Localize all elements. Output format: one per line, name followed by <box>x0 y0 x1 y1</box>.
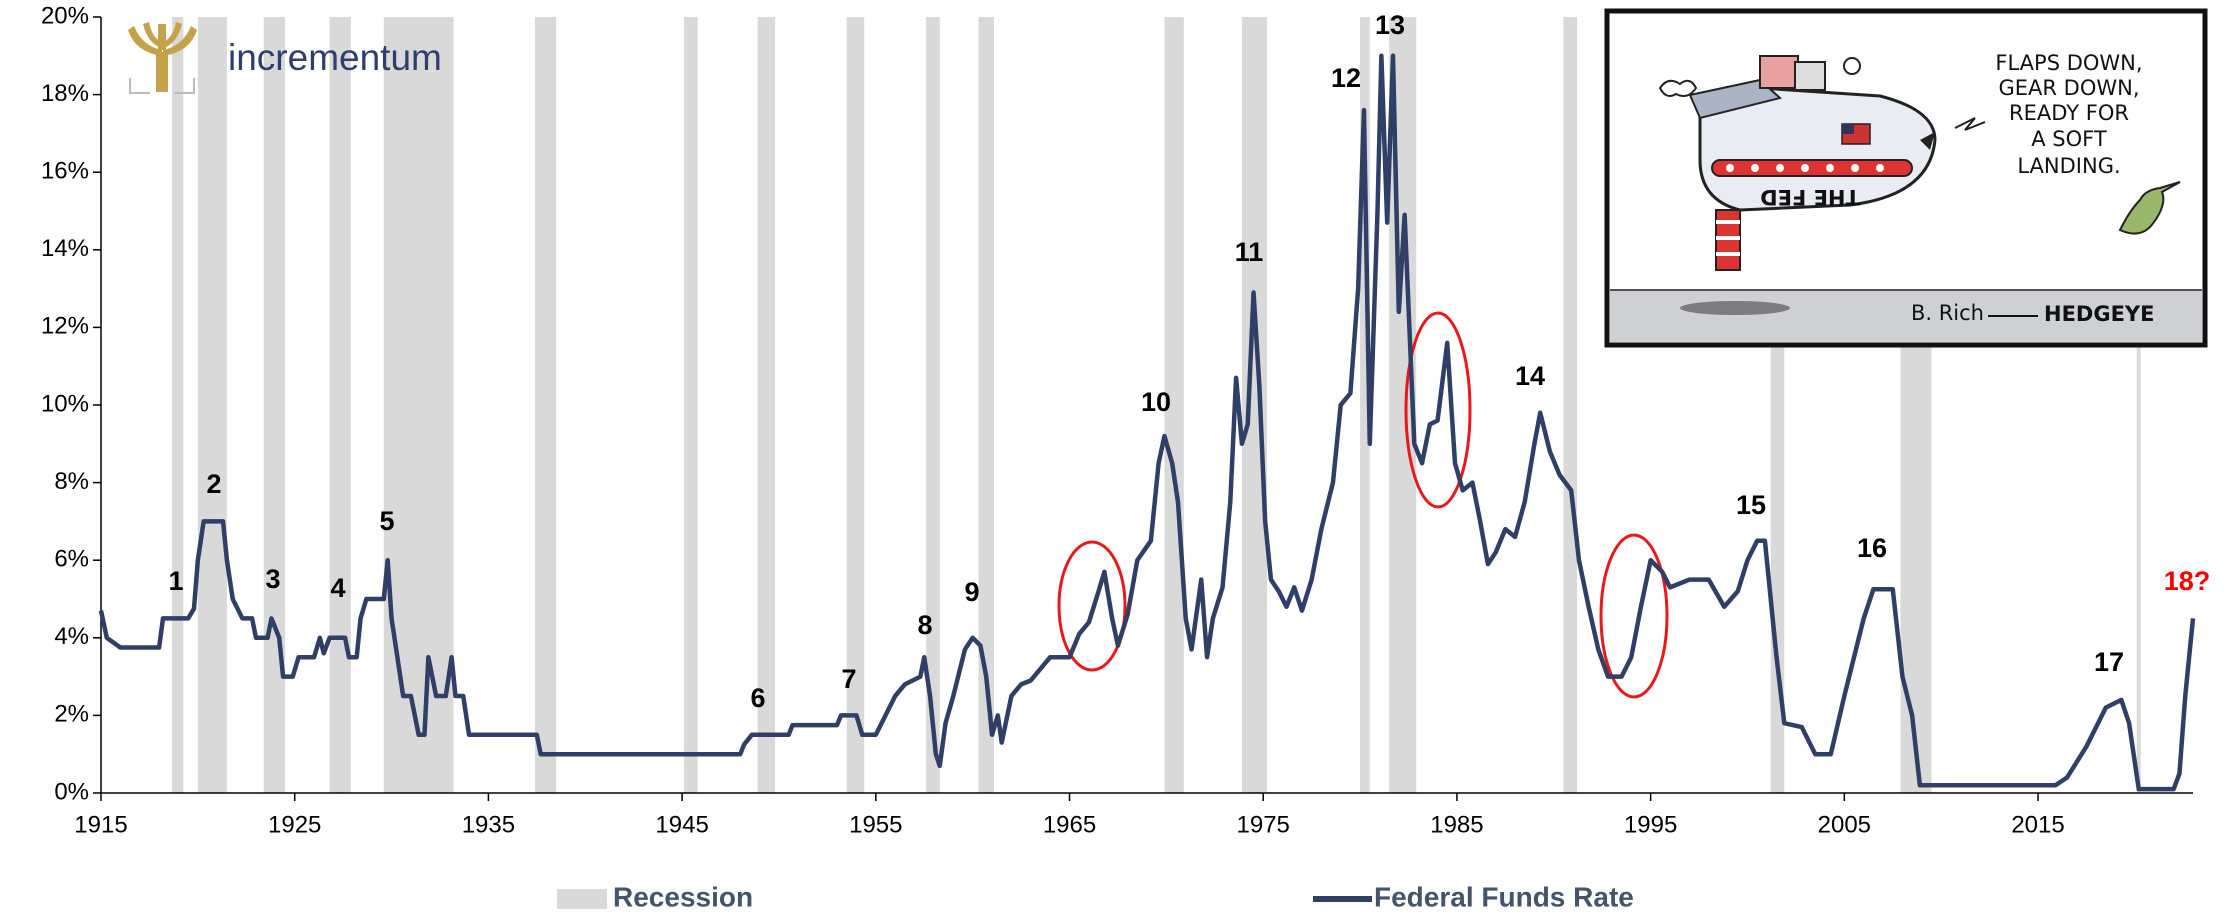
x-tick-label: 1995 <box>1624 811 1677 838</box>
highlight-ellipse <box>1057 540 1127 672</box>
highlight-ellipses <box>1057 311 1669 699</box>
recession-band <box>172 17 184 793</box>
cartoon-speech: LANDING. <box>2017 154 2120 178</box>
recession-band <box>978 17 994 793</box>
recession-band <box>684 17 698 793</box>
annotation: 8 <box>917 610 932 640</box>
recession-band <box>926 17 940 793</box>
logo: incrementum <box>128 22 442 94</box>
cartoon-speech: GEAR DOWN, <box>1998 76 2139 100</box>
cartoon-speech: A SOFT <box>2031 127 2107 151</box>
annotation: 1 <box>168 566 183 596</box>
cartoon-speech: READY FOR <box>2009 101 2129 125</box>
y-tick-label: 8% <box>54 468 89 495</box>
recession-band <box>329 17 351 793</box>
plane <box>1658 55 1986 271</box>
annotation: 9 <box>964 577 979 607</box>
annotation: 14 <box>1515 361 1545 391</box>
x-tick-label: 1915 <box>74 811 127 838</box>
recession-band <box>1360 17 1370 793</box>
legend-swatch <box>557 889 607 909</box>
y-tick-label: 4% <box>54 623 89 650</box>
annotation: 5 <box>379 506 394 536</box>
x-tick-label: 1925 <box>268 811 321 838</box>
annotation: 16 <box>1857 533 1887 563</box>
annotation: 7 <box>841 664 856 694</box>
bird <box>2118 181 2181 235</box>
recession-band <box>383 17 454 793</box>
y-tick-label: 10% <box>41 390 89 417</box>
logo-text: incrementum <box>228 37 442 78</box>
recession-band <box>263 17 286 793</box>
x-tick-label: 1975 <box>1237 811 1290 838</box>
recession-band <box>197 17 227 793</box>
annotation: 3 <box>265 564 280 594</box>
y-tick-label: 20% <box>41 2 89 29</box>
recession-band <box>846 17 865 793</box>
logo-icon <box>128 22 197 92</box>
x-tick-label: 1985 <box>1430 811 1483 838</box>
recession-band <box>534 17 557 793</box>
annotation: 2 <box>206 469 221 499</box>
annotation: 13 <box>1375 10 1405 40</box>
x-tick-label: 1955 <box>849 811 902 838</box>
recession-band <box>757 17 776 793</box>
x-tick-label: 2005 <box>1818 811 1871 838</box>
annotation: 4 <box>330 573 345 603</box>
recession-layer <box>172 17 2141 793</box>
annotation: 12 <box>1331 63 1361 93</box>
x-tick-label: 1965 <box>1043 811 1096 838</box>
x-tick-label: 2015 <box>2011 811 2064 838</box>
recession-band <box>2136 17 2141 793</box>
x-tick-label: 1935 <box>462 811 515 838</box>
y-tick-label: 16% <box>41 158 89 185</box>
cartoon-signature: B. Rich <box>1911 301 1984 325</box>
recession-band <box>1164 17 1184 793</box>
x-tick-label: 1945 <box>655 811 708 838</box>
rate-line <box>98 53 2196 792</box>
y-tick-label: 6% <box>54 546 89 573</box>
plane-label: THE FED <box>1760 185 1860 209</box>
annotation: 10 <box>1141 387 1171 417</box>
legend-label: Recession <box>613 881 753 912</box>
y-tick-label: 14% <box>41 235 89 262</box>
highlight-ellipse <box>1599 533 1669 699</box>
y-tick-label: 0% <box>54 778 89 805</box>
y-tick-label: 12% <box>41 313 89 340</box>
highlight-ellipse <box>1404 311 1472 509</box>
annotation: 17 <box>2094 647 2124 677</box>
annotation: 18? <box>2164 566 2211 596</box>
annotation: 15 <box>1736 490 1766 520</box>
cartoon: FLAPS DOWN, GEAR DOWN, READY FOR A SOFT … <box>1604 8 2208 348</box>
y-tick-label: 2% <box>54 701 89 728</box>
recession-band <box>1241 17 1268 793</box>
recession-band <box>1563 17 1578 793</box>
legend-label: Federal Funds Rate <box>1374 881 1634 912</box>
cartoon-speech: FLAPS DOWN, <box>1995 51 2142 75</box>
annotation: 11 <box>1235 237 1264 267</box>
cartoon-brand: HEDGEYE <box>2044 302 2155 326</box>
legend: Recession Federal Funds Rate <box>557 881 1634 912</box>
annotation: 6 <box>750 683 765 713</box>
y-tick-label: 18% <box>41 80 89 107</box>
